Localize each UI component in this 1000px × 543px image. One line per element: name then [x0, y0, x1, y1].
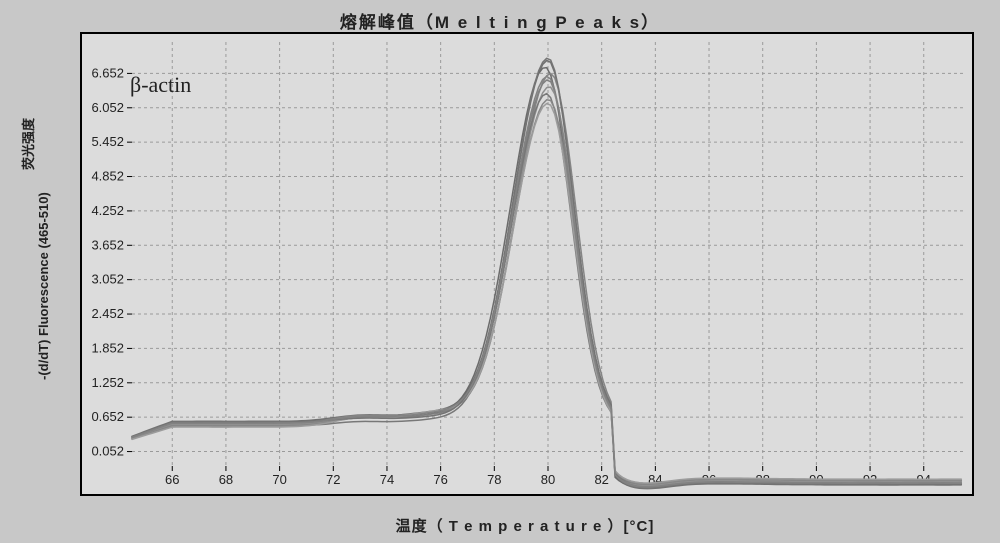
svg-text:4.252: 4.252	[91, 203, 124, 218]
ylabel-cn: 荧光强度	[18, 118, 37, 170]
svg-text:0.052: 0.052	[91, 444, 124, 459]
svg-text:2.452: 2.452	[91, 306, 124, 321]
ylabel-container: 荧光强度 -(d/dT) Fluorescence (465-510)	[6, 0, 76, 492]
svg-text:66: 66	[165, 472, 179, 487]
svg-text:80: 80	[541, 472, 555, 487]
chart-container: 熔解峰值（M e l t i n g P e a k s） 荧光强度 -(d/d…	[0, 0, 1000, 543]
svg-text:0.652: 0.652	[91, 409, 124, 424]
svg-text:82: 82	[594, 472, 608, 487]
svg-text:74: 74	[380, 472, 394, 487]
svg-text:1.252: 1.252	[91, 375, 124, 390]
svg-text:72: 72	[326, 472, 340, 487]
ylabel-en: -(d/dT) Fluorescence (465-510)	[36, 192, 51, 380]
svg-text:78: 78	[487, 472, 501, 487]
svg-text:1.852: 1.852	[91, 340, 124, 355]
svg-text:6.652: 6.652	[91, 65, 124, 80]
series-annotation: β-actin	[130, 72, 191, 98]
plot-svg: 6668707274767880828486889092940.0520.652…	[82, 34, 972, 494]
svg-text:6.052: 6.052	[91, 100, 124, 115]
svg-text:68: 68	[219, 472, 233, 487]
svg-text:76: 76	[433, 472, 447, 487]
svg-text:70: 70	[272, 472, 286, 487]
svg-text:3.052: 3.052	[91, 272, 124, 287]
svg-text:5.452: 5.452	[91, 134, 124, 149]
plot-area: 6668707274767880828486889092940.0520.652…	[80, 32, 974, 496]
chart-title: 熔解峰值（M e l t i n g P e a k s）	[0, 8, 1000, 33]
svg-text:3.652: 3.652	[91, 237, 124, 252]
svg-text:4.852: 4.852	[91, 169, 124, 184]
xlabel: 温度（ T e m p e r a t u r e ）[°C]	[80, 515, 970, 536]
